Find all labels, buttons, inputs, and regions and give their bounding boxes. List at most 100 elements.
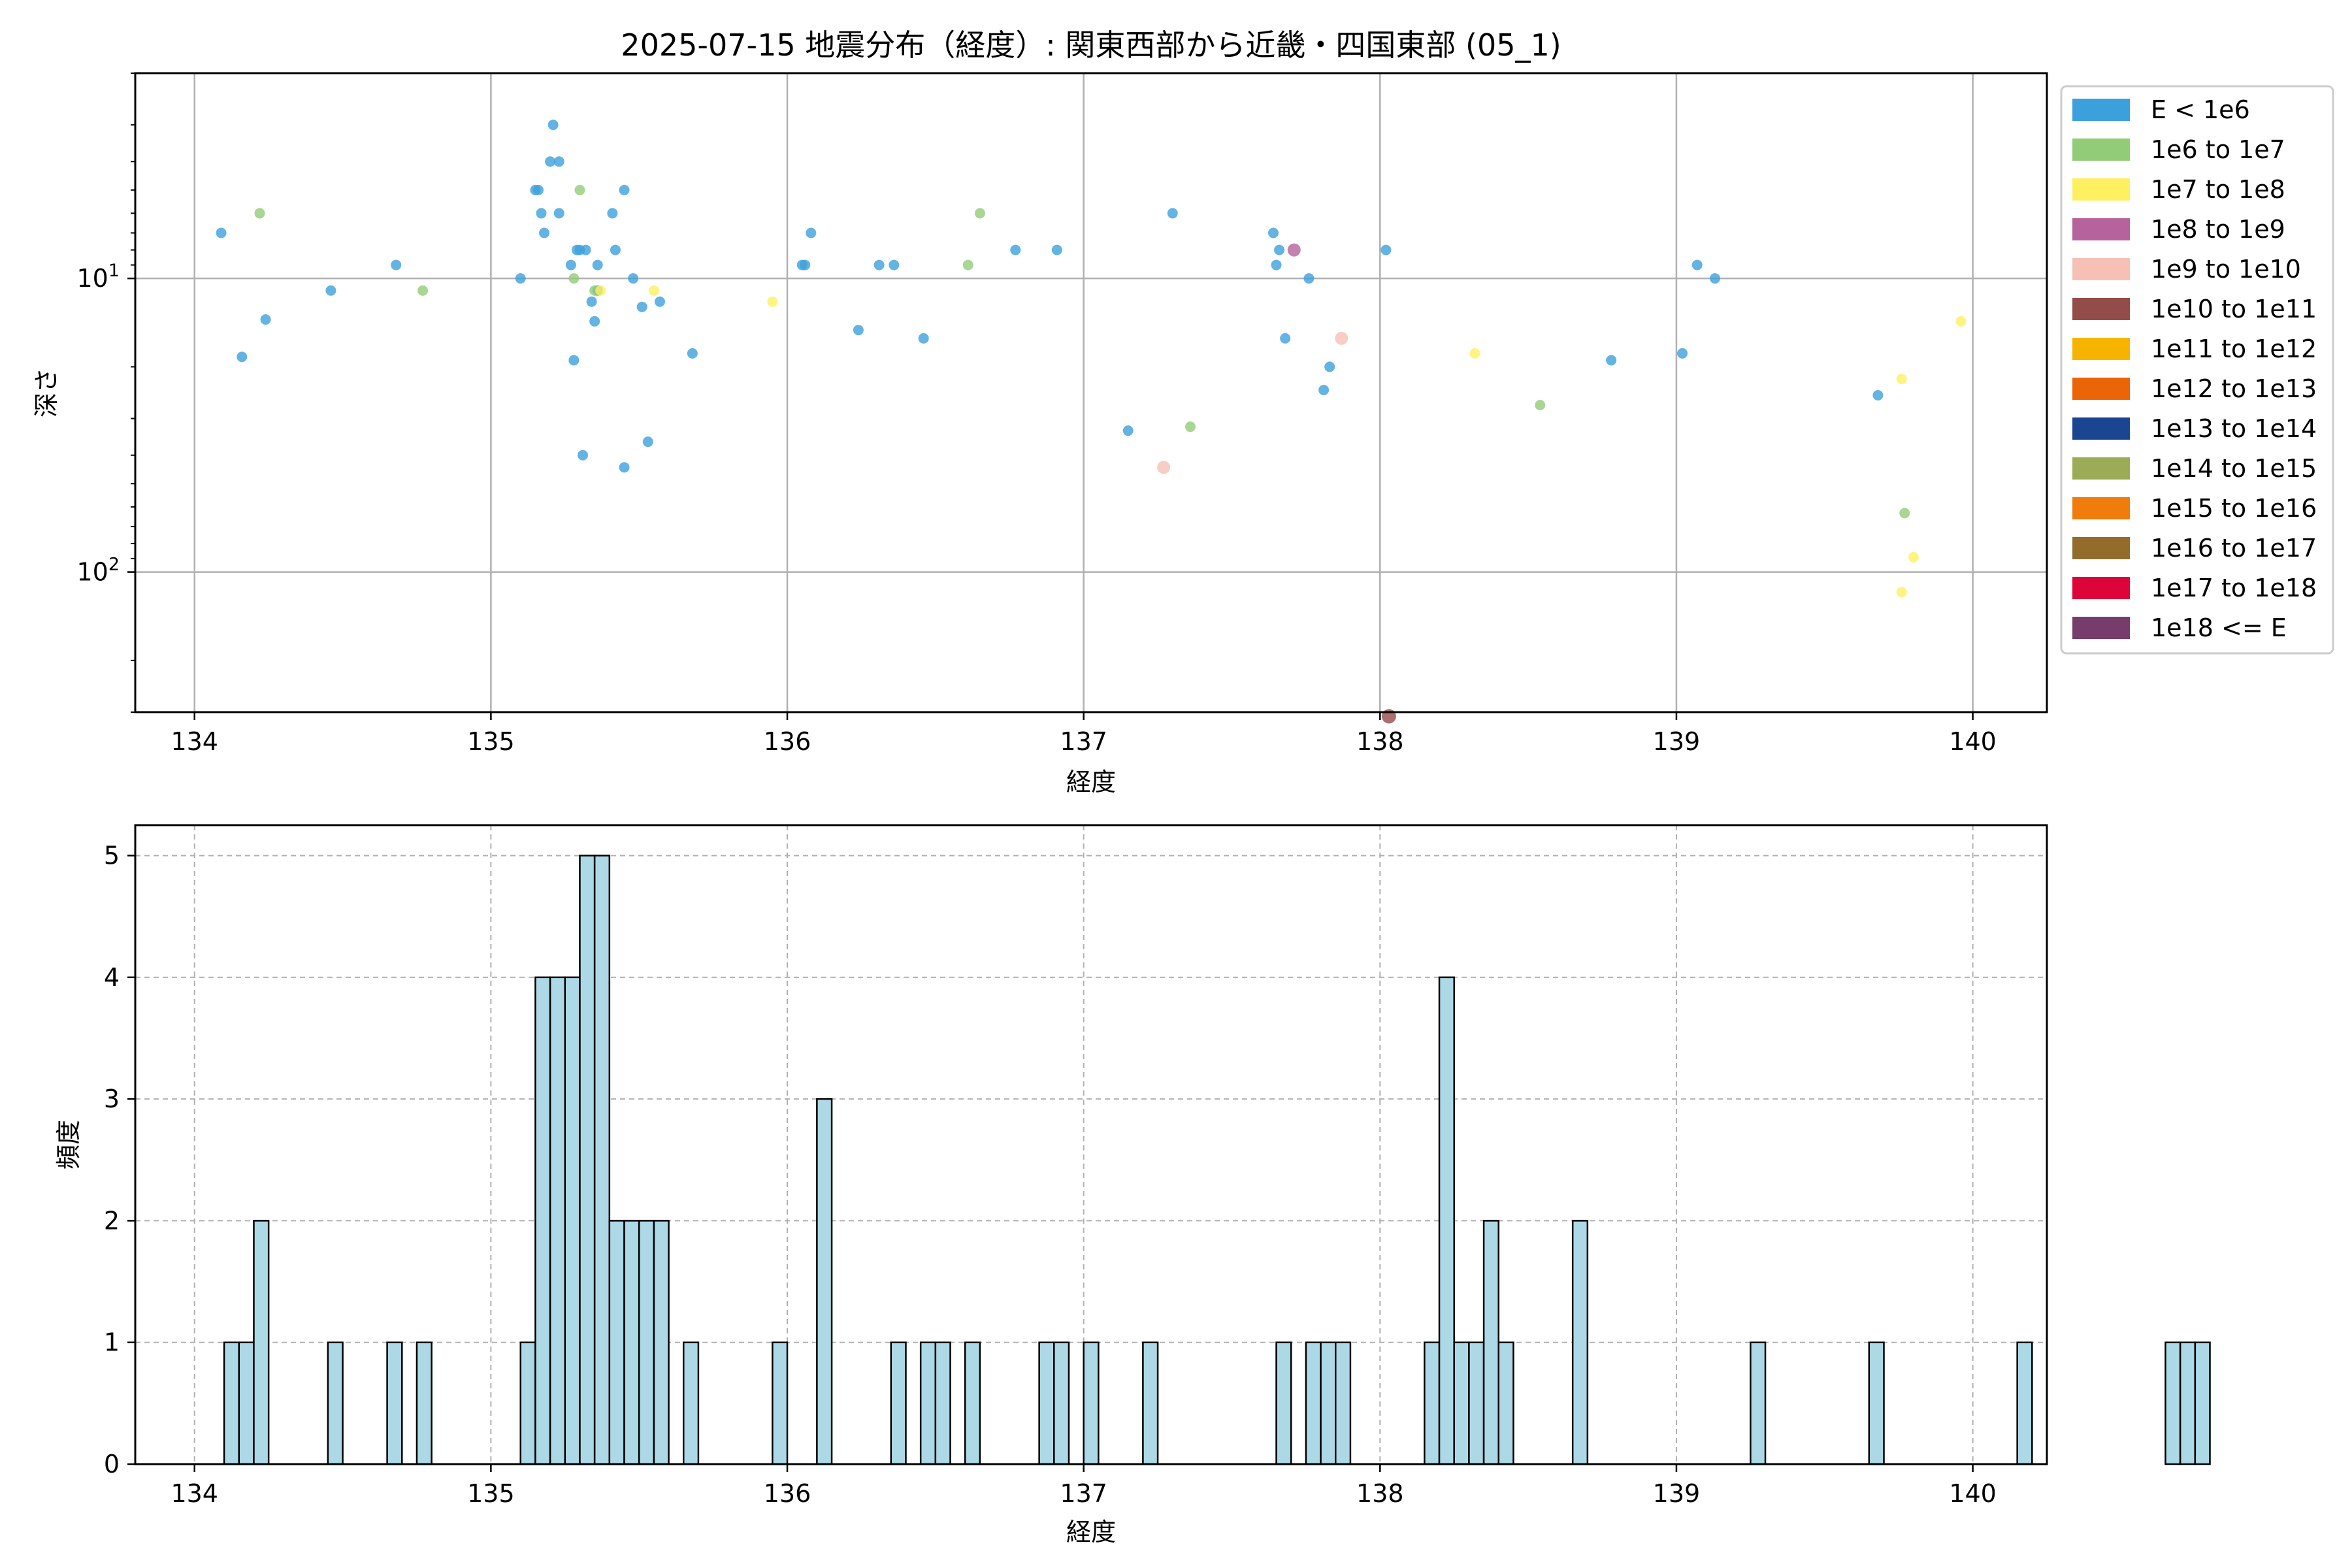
scatter-y-ticks: 101 102 — [76, 261, 135, 587]
histogram-x-tick-label: 137 — [1060, 1479, 1107, 1508]
histogram-bar — [564, 976, 581, 1465]
legend-swatch — [2072, 457, 2130, 480]
histogram-bar — [1142, 1341, 1159, 1465]
histogram-bar — [1497, 1341, 1514, 1465]
scatter-point — [580, 244, 591, 255]
histogram-bar — [682, 1341, 700, 1465]
histogram-bar — [623, 1220, 640, 1465]
histogram-x-tick-label: 140 — [1949, 1479, 1997, 1508]
scatter-x-tick-label: 135 — [467, 727, 515, 756]
scatter-point — [1051, 244, 1062, 255]
scatter-point — [767, 296, 778, 307]
histogram-bar — [1335, 1341, 1352, 1465]
histogram-bar — [1083, 1341, 1100, 1465]
scatter-point — [216, 227, 227, 238]
scatter-point — [636, 301, 647, 312]
scatter-point — [592, 259, 603, 270]
legend-swatch — [2072, 258, 2130, 280]
scatter-point — [1303, 273, 1315, 284]
scatter-x-tick-label: 134 — [171, 727, 218, 756]
histogram-bar — [253, 1220, 270, 1465]
scatter-point — [1010, 244, 1021, 255]
scatter-x-tick-label: 137 — [1060, 727, 1107, 756]
scatter-point — [1318, 385, 1330, 396]
histogram-bar — [327, 1341, 344, 1465]
scatter-points — [216, 120, 1967, 724]
scatter-point — [800, 259, 811, 270]
legend-label: 1e12 to 1e13 — [2151, 374, 2317, 403]
legend-label: 1e16 to 1e17 — [2151, 534, 2317, 563]
scatter-x-axis-label: 経度 — [1066, 768, 1116, 796]
scatter-point — [648, 285, 659, 296]
histogram-x-tick-label: 134 — [171, 1479, 218, 1508]
legend-swatch — [2072, 577, 2130, 599]
legend-swatch — [2072, 537, 2130, 559]
scatter-x-tick-label: 140 — [1949, 727, 1997, 756]
legend-swatch — [2072, 298, 2130, 320]
legend-swatch — [2072, 338, 2130, 360]
scatter-y-axis-label: 深さ — [32, 368, 61, 417]
scatter-point — [962, 259, 973, 270]
histogram-bar — [2164, 1341, 2181, 1465]
histogram-y-tick-label: 2 — [104, 1206, 120, 1235]
histogram-bar — [964, 1341, 981, 1465]
scatter-point — [607, 208, 618, 219]
scatter-x-tick-label: 138 — [1356, 727, 1404, 756]
histogram-x-axis-label: 経度 — [1066, 1518, 1116, 1546]
histogram-y-tick-label: 5 — [104, 841, 120, 870]
scatter-point — [1184, 421, 1196, 433]
scatter-point — [1691, 259, 1703, 270]
legend-label: 1e9 to 1e10 — [2151, 255, 2301, 284]
histogram-x-tick-label: 135 — [467, 1479, 515, 1508]
scatter-point — [515, 273, 526, 284]
scatter-gridlines — [135, 73, 2047, 712]
scatter-point — [1157, 461, 1171, 474]
legend-swatch — [2072, 497, 2130, 519]
histogram-bar — [416, 1341, 433, 1465]
legend-frame — [2060, 85, 2334, 655]
scatter-point — [1267, 227, 1279, 238]
histogram-x-tick-label: 136 — [764, 1479, 811, 1508]
histogram-bar — [2179, 1341, 2197, 1465]
scatter-point — [1896, 374, 1907, 385]
scatter-panel: 2025-07-15 地震分布（経度）: 関東西部から近畿・四国東部 (05_1… — [32, 27, 2334, 796]
scatter-point — [1380, 244, 1392, 255]
histogram-bar — [1320, 1341, 1337, 1465]
scatter-point — [1535, 400, 1546, 411]
scatter-point — [568, 355, 580, 366]
legend-label: 1e7 to 1e8 — [2151, 175, 2285, 204]
histogram-bar — [934, 1341, 951, 1465]
histogram-y-tick-label: 1 — [104, 1328, 120, 1357]
scatter-point — [565, 259, 576, 270]
histogram-bar — [519, 1341, 536, 1465]
histogram-bars — [223, 855, 2211, 1465]
legend-swatch — [2072, 417, 2130, 440]
scatter-point — [568, 273, 580, 284]
scatter-point — [1955, 316, 1967, 327]
scatter-point — [417, 285, 429, 296]
histogram-y-axis-label: 頻度 — [54, 1120, 83, 1169]
scatter-point — [610, 244, 621, 255]
scatter-point — [578, 449, 589, 461]
scatter-point — [391, 259, 402, 270]
scatter-point — [1709, 273, 1720, 284]
legend-swatch — [2072, 178, 2130, 201]
legend-label: 1e6 to 1e7 — [2151, 135, 2285, 164]
histogram-bar — [1571, 1220, 1589, 1465]
scatter-point — [1122, 425, 1134, 436]
legend-label: 1e8 to 1e9 — [2151, 215, 2285, 244]
histogram-panel: 134 135 136 137 138 139 140 0 1 2 3 4 5 経度 頻度 — [54, 824, 2211, 1546]
scatter-point — [553, 208, 564, 219]
scatter-point — [619, 462, 630, 473]
scatter-point — [553, 156, 564, 167]
scatter-x-ticks: 134 135 136 137 138 139 140 — [171, 712, 1997, 756]
histogram-bar — [223, 1341, 240, 1465]
histogram-bar — [608, 1220, 625, 1465]
histogram-y-tick-label: 4 — [104, 963, 120, 992]
scatter-point — [574, 184, 585, 195]
histogram-bar — [1275, 1341, 1292, 1465]
scatter-point — [586, 296, 597, 307]
scatter-point — [325, 285, 336, 296]
scatter-point — [628, 273, 639, 284]
chart-title: 2025-07-15 地震分布（経度）: 関東西部から近畿・四国東部 (05_1… — [621, 27, 1561, 63]
